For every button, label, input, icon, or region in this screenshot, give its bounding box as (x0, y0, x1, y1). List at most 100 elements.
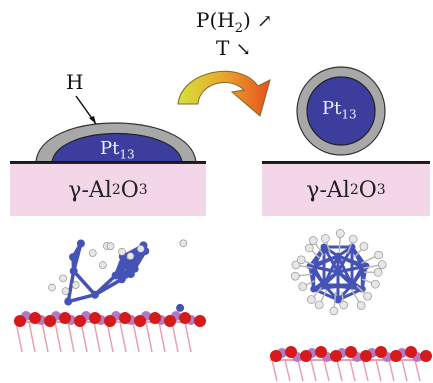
pt-atom (334, 296, 342, 304)
substrate-bond (132, 321, 140, 353)
substrate-bond (336, 359, 343, 382)
substrate-bond (375, 359, 382, 382)
o-atom (104, 315, 116, 327)
pt-pt-bond (322, 255, 340, 286)
h-atom (296, 255, 306, 265)
pt-atom (111, 271, 120, 280)
substrate-bond (414, 359, 421, 382)
h-atom (71, 281, 80, 289)
pt-atom (348, 281, 356, 289)
pt-atom (334, 252, 342, 260)
o-atom (179, 312, 191, 324)
o-atom (330, 350, 342, 362)
h-atom (106, 242, 115, 250)
h-atom (126, 252, 135, 260)
pt-pt-bond (72, 269, 97, 296)
right-support-text: γ-Al (306, 177, 350, 203)
h-atom (118, 248, 126, 256)
substrate-bond (362, 359, 369, 382)
up-arrow-icon: ↗ (257, 11, 273, 32)
o-atom (345, 346, 357, 358)
substrate-bond (184, 321, 192, 353)
pt-atom (358, 285, 366, 293)
o-atom (285, 346, 297, 358)
temperature-condition: T ↘ (216, 36, 251, 60)
h-atom (304, 243, 314, 253)
pt-atom (126, 270, 135, 279)
left-support-slab: γ-Al 2 O 3 (10, 162, 206, 216)
o-atom (59, 312, 71, 324)
h-atom (136, 245, 145, 253)
right-support-sub2: 3 (376, 182, 386, 198)
right-cluster-subscript: 13 (341, 107, 357, 122)
right-support-slab: γ-Al 2 O 3 (262, 162, 430, 216)
h-atom (48, 283, 56, 292)
o-atom (360, 350, 372, 362)
pt-pt-bond (72, 243, 83, 272)
h-atom (374, 250, 383, 260)
pt-pt-bond (66, 270, 76, 302)
left-cluster-subscript: 13 (119, 147, 135, 162)
substrate-bond (349, 359, 356, 382)
down-arrow-icon: ↘ (235, 39, 251, 60)
substrate-bond (388, 359, 395, 382)
pt-pt-bond (350, 246, 364, 268)
h-atom (371, 279, 380, 289)
pt-atom (64, 297, 73, 306)
substrate-bond (80, 321, 88, 353)
substrate-bond (171, 321, 179, 353)
h-atom (335, 229, 345, 238)
pt-atom (117, 275, 126, 284)
pt-pt-bond (336, 255, 354, 286)
o-atom (405, 346, 417, 358)
h-atom (329, 306, 339, 316)
h-atom (99, 261, 107, 269)
o-atom (390, 350, 402, 362)
o-atom (74, 315, 86, 327)
pt-atom (176, 303, 185, 312)
pt-atom (76, 239, 85, 248)
h-atom (359, 242, 369, 251)
h-atom (339, 300, 349, 310)
o-atom (375, 346, 387, 358)
o-atom (300, 350, 312, 362)
o-atom (315, 346, 327, 358)
o-atom (134, 315, 146, 327)
left-support-o: O (120, 177, 139, 203)
h-atom (307, 295, 316, 304)
h-atom (321, 234, 330, 243)
pt-pt-bond (337, 265, 363, 274)
hydrogen-label: H (66, 70, 84, 94)
left-support-sub1: 2 (111, 182, 121, 198)
substrate-bond (41, 321, 49, 353)
h-atom (298, 282, 308, 291)
h-atom (314, 300, 324, 310)
pt-pt-bond (313, 254, 339, 269)
o-atom (29, 312, 41, 324)
right-cluster-text: Pt (322, 98, 342, 119)
left-cluster-text: Pt (100, 138, 120, 159)
temperature-text: T (216, 36, 230, 60)
substrate-bond (67, 321, 75, 353)
substrate-bond (310, 359, 317, 382)
h-atom (291, 260, 301, 270)
h-atom (308, 236, 318, 245)
o-atom (420, 350, 432, 362)
o-atom (149, 312, 161, 324)
substrate-bond (323, 359, 330, 382)
o-atom (164, 315, 176, 327)
substrate-bond (297, 359, 304, 382)
substrate-bond (28, 321, 36, 353)
o-atom (270, 350, 282, 362)
pt-atom (334, 268, 342, 276)
substrate-bond (54, 321, 62, 353)
pt-atom (69, 253, 78, 262)
h-atom (363, 291, 372, 301)
right-support-o: O (358, 177, 377, 203)
o-atom (89, 312, 101, 324)
h-atom (59, 274, 67, 283)
pt-pt-bond (313, 265, 339, 274)
substrate-bond (119, 321, 127, 353)
pt-atom (310, 285, 318, 293)
